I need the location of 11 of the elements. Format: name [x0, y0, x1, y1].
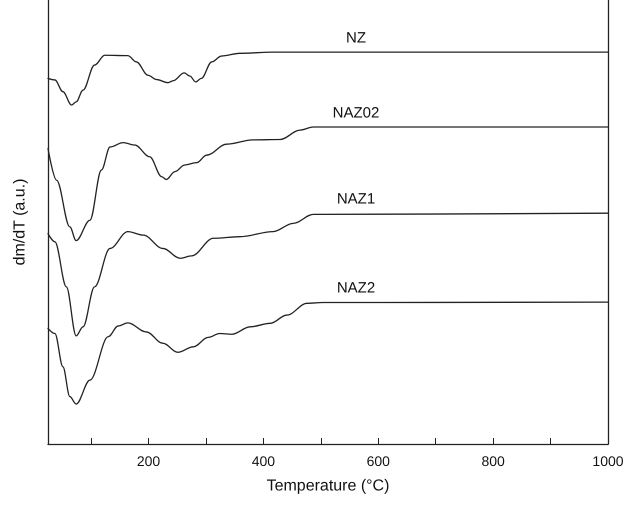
- series-label: NZ: [346, 30, 366, 47]
- x-tick-label: 200: [136, 453, 160, 469]
- x-tick-label: 800: [481, 453, 506, 469]
- series-label: NAZ2: [336, 280, 376, 297]
- x-tick-label: 600: [366, 453, 390, 469]
- x-axis-title: Temperature (°C): [266, 478, 390, 494]
- x-tick-label: 1000: [592, 453, 624, 469]
- series-label: NAZ1: [336, 190, 376, 208]
- series-label: NAZ02: [332, 104, 380, 122]
- y-axis-title: dm/dT (a.u.): [12, 178, 28, 266]
- x-tick-label: 400: [252, 453, 276, 469]
